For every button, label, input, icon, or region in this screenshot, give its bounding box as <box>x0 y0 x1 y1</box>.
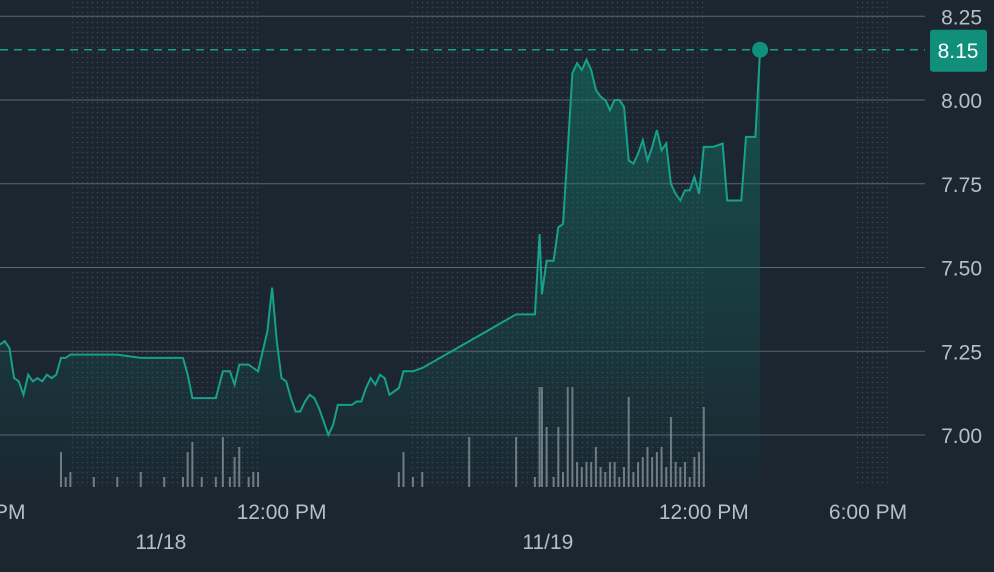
last-price-dot <box>752 41 769 58</box>
last-price-badge-box <box>930 29 987 72</box>
last-price-badge: 8.15 <box>930 29 987 72</box>
price-line <box>0 49 762 438</box>
x-date-tick-label: 11/19 <box>522 531 573 554</box>
y-tick-label: 7.50 <box>941 258 982 281</box>
y-axis-ticks: 8.25 8.00 7.75 7.50 7.25 7.00 <box>941 6 982 448</box>
last-price-label: 8.15 <box>938 40 979 63</box>
x-date-tick-label: 11/18 <box>135 531 186 554</box>
y-tick-label: 7.00 <box>941 425 982 448</box>
x-axis-time-ticks: PM 12:00 PM 12:00 PM 6:00 PM <box>0 501 907 524</box>
extended-hours-band-2 <box>854 0 890 487</box>
x-time-tick-label: 12:00 PM <box>237 501 327 524</box>
y-tick-label: 7.75 <box>941 174 982 197</box>
y-tick-label: 7.25 <box>941 341 982 364</box>
x-time-tick-label: 12:00 PM <box>659 501 749 524</box>
y-tick-label: 8.00 <box>941 90 982 113</box>
x-time-tick-label: 6:00 PM <box>829 501 907 524</box>
y-tick-label: 8.25 <box>941 6 982 29</box>
x-axis-date-ticks: 11/18 11/19 <box>135 531 573 554</box>
price-area-fill <box>0 49 761 487</box>
x-time-tick-label: PM <box>0 501 26 524</box>
